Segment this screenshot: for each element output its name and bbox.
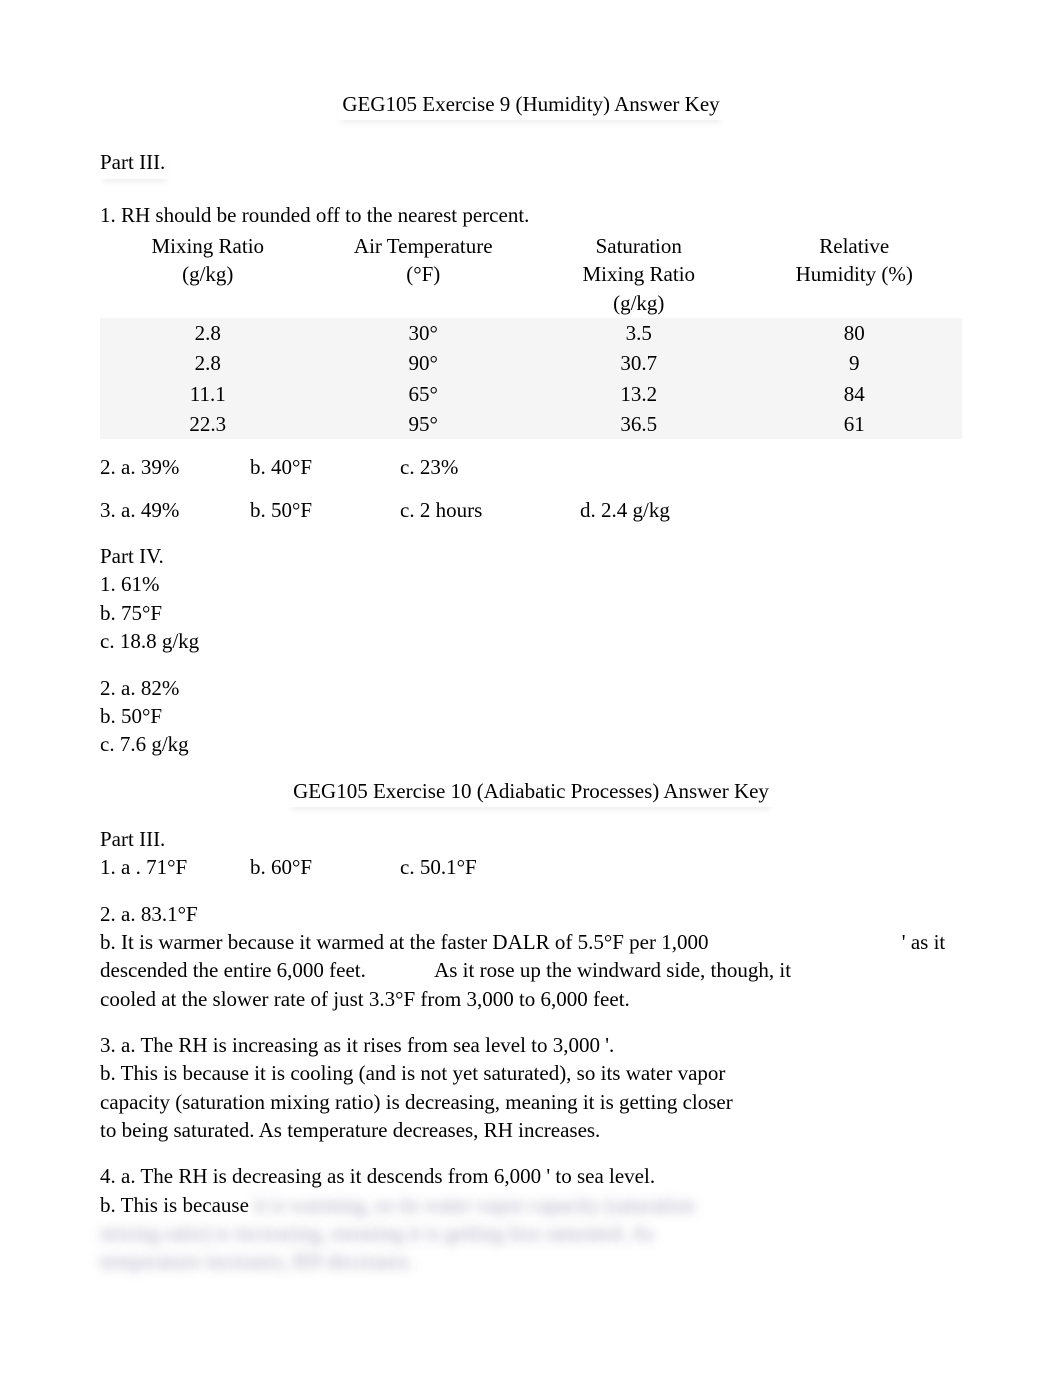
p4q1-l3: c. 18.8 g/kg: [100, 627, 962, 655]
p4q1-l1: 1. 61%: [100, 570, 962, 598]
e10q4-l2b-blurred: it is warming, so its water vapor capaci…: [254, 1193, 694, 1217]
e10q2-l3a: descended the entire 6,000 feet.: [100, 956, 430, 984]
col4-header: Relative Humidity (%): [747, 231, 963, 318]
col3-header: Saturation Mixing Ratio (g/kg): [531, 231, 747, 318]
cell: 90°: [316, 348, 532, 378]
q3a: 3. a. 49%: [100, 496, 250, 524]
q3-row: 3. a. 49% b. 50°F c. 2 hours d. 2.4 g/kg: [100, 496, 962, 524]
table-row: 2.8 90° 30.7 9: [100, 348, 962, 378]
q2b: b. 40°F: [250, 453, 400, 481]
e10q2-l3: descended the entire 6,000 feet. As it r…: [100, 956, 962, 984]
p4q2-l3: c. 7.6 g/kg: [100, 730, 962, 758]
e10q4-l4-blurred: temperature increases, RH decreases.: [100, 1247, 962, 1275]
e10q2-l2: b. It is warmer because it warmed at the…: [100, 928, 962, 956]
table-row: 22.3 95° 36.5 61: [100, 409, 962, 439]
col3-h-line3: (g/kg): [531, 289, 747, 317]
col3-h-line2: Mixing Ratio: [531, 260, 747, 288]
e10q2-l2a: b. It is warmer because it warmed at the…: [100, 928, 800, 956]
cell: 36.5: [531, 409, 747, 439]
part3-heading: Part III.: [100, 148, 169, 178]
cell: 9: [747, 348, 963, 378]
cell: 80: [747, 318, 963, 348]
col1-h-line2: (g/kg): [100, 260, 316, 288]
col1-header: Mixing Ratio (g/kg): [100, 231, 316, 318]
title1-wrap: GEG105 Exercise 9 (Humidity) Answer Key: [100, 90, 962, 148]
e10q1b: b. 60°F: [250, 853, 400, 881]
e10-q4-block: 4. a. The RH is decreasing as it descend…: [100, 1162, 962, 1275]
col2-header: Air Temperature (°F): [316, 231, 532, 318]
e10q2-l1: 2. a. 83.1°F: [100, 900, 962, 928]
cell: 30.7: [531, 348, 747, 378]
e10q3-l1: 3. a. The RH is increasing as it rises f…: [100, 1031, 962, 1059]
q3b: b. 50°F: [250, 496, 400, 524]
q2-row: 2. a. 39% b. 40°F c. 23%: [100, 453, 962, 481]
table-row: 11.1 65° 13.2 84: [100, 379, 962, 409]
exercise9-title: GEG105 Exercise 9 (Humidity) Answer Key: [338, 90, 723, 120]
part4-q2-block: 2. a. 82% b. 50°F c. 7.6 g/kg: [100, 674, 962, 759]
e10q4-l1: 4. a. The RH is decreasing as it descend…: [100, 1162, 962, 1190]
e10q4-l3-blurred: mixing ratio) is increasing, meaning it …: [100, 1219, 962, 1247]
cell: 2.8: [100, 318, 316, 348]
cell: 84: [747, 379, 963, 409]
e10q3-l2: b. This is because it is cooling (and is…: [100, 1059, 962, 1087]
humidity-table: Mixing Ratio (g/kg) Air Temperature (°F)…: [100, 231, 962, 439]
e10-q3-block: 3. a. The RH is increasing as it rises f…: [100, 1031, 962, 1144]
q2a: 2. a. 39%: [100, 453, 250, 481]
exercise10-title: GEG105 Exercise 10 (Adiabatic Processes)…: [289, 777, 773, 807]
q3c: c. 2 hours: [400, 496, 580, 524]
e10q1a: 1. a . 71°F: [100, 853, 250, 881]
e10q2-l2b: ' as it: [805, 928, 945, 956]
cell: 95°: [316, 409, 532, 439]
q2c: c. 23%: [400, 453, 580, 481]
cell: 13.2: [531, 379, 747, 409]
cell: 3.5: [531, 318, 747, 348]
e10q4-l2: b. This is because it is warming, so its…: [100, 1191, 962, 1219]
p4q2-l2: b. 50°F: [100, 702, 962, 730]
cell: 11.1: [100, 379, 316, 409]
part3b-heading: Part III.: [100, 825, 962, 853]
title2-wrap: GEG105 Exercise 10 (Adiabatic Processes)…: [100, 777, 962, 807]
p4q2-l1: 2. a. 82%: [100, 674, 962, 702]
col2-h-line2: (°F): [316, 260, 532, 288]
e10-q2-block: 2. a. 83.1°F b. It is warmer because it …: [100, 900, 962, 1013]
table-row: 2.8 30° 3.5 80: [100, 318, 962, 348]
q1-intro: 1. RH should be rounded off to the neare…: [100, 201, 962, 229]
page-container: GEG105 Exercise 9 (Humidity) Answer Key …: [0, 0, 1062, 1276]
e10q3-l3: capacity (saturation mixing ratio) is de…: [100, 1088, 962, 1116]
cell: 2.8: [100, 348, 316, 378]
e10q2-l4: cooled at the slower rate of just 3.3°F …: [100, 985, 962, 1013]
cell: 22.3: [100, 409, 316, 439]
p4q1-l2: b. 75°F: [100, 599, 962, 627]
col2-h-line1: Air Temperature: [316, 232, 532, 260]
col4-h-line2: Humidity (%): [747, 260, 963, 288]
col3-h-line1: Saturation: [531, 232, 747, 260]
cell: 30°: [316, 318, 532, 348]
part4-q1-block: Part IV. 1. 61% b. 75°F c. 18.8 g/kg: [100, 542, 962, 655]
q3d: d. 2.4 g/kg: [580, 496, 760, 524]
cell: 61: [747, 409, 963, 439]
col4-h-line1: Relative: [747, 232, 963, 260]
e10q1c: c. 50.1°F: [400, 853, 580, 881]
e10q2-l3b: As it rose up the windward side, though,…: [434, 958, 791, 982]
cell: 65°: [316, 379, 532, 409]
e10q4-l2a: b. This is because: [100, 1193, 249, 1217]
part4-heading: Part IV.: [100, 542, 962, 570]
e10q3-l4: to being saturated. As temperature decre…: [100, 1116, 962, 1144]
col1-h-line1: Mixing Ratio: [100, 232, 316, 260]
e10-q1-row: 1. a . 71°F b. 60°F c. 50.1°F: [100, 853, 962, 881]
